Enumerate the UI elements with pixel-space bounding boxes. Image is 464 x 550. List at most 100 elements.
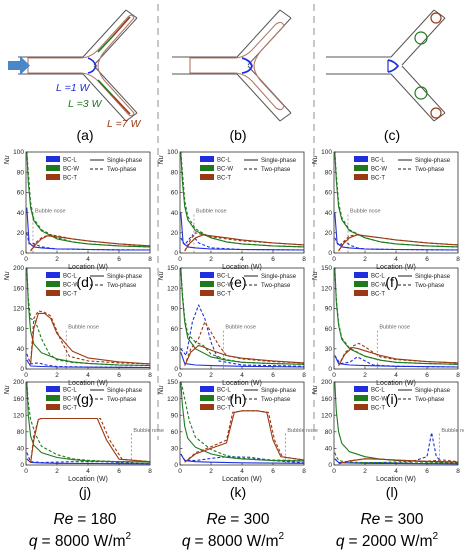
y-tick-label: 150 bbox=[167, 265, 178, 272]
series-bc-t-dashed bbox=[30, 417, 150, 463]
bubble-nose-label: Bubble nose bbox=[441, 428, 464, 434]
y-tick-label: 60 bbox=[171, 326, 179, 333]
x-axis-label: Location (W) bbox=[222, 264, 262, 271]
legend-label-bc-w: BC-W bbox=[371, 397, 387, 403]
legend-label-bc-l: BC-L bbox=[63, 274, 77, 280]
series-bc-t-dashed bbox=[184, 410, 304, 463]
x-tick-label: 6 bbox=[425, 256, 429, 263]
x-tick-label: 4 bbox=[394, 468, 398, 475]
lower-branch-wall-outer bbox=[82, 73, 127, 122]
series-bc-l-solid bbox=[334, 355, 458, 368]
x-tick-label: 2 bbox=[209, 256, 213, 263]
upper-branch-wall-outer bbox=[390, 9, 435, 58]
x-tick-label: 4 bbox=[86, 468, 90, 475]
bubble-nose-label: Bubble nose bbox=[196, 209, 227, 215]
series-bc-w-dashed bbox=[26, 152, 150, 248]
panel-label-l: (l) bbox=[386, 484, 398, 500]
x-tick-label: 4 bbox=[394, 372, 398, 379]
series-bc-t-solid bbox=[338, 346, 458, 366]
y-tick-label: 30 bbox=[171, 346, 179, 353]
series-bc-w-dashed bbox=[334, 452, 458, 464]
y-axis-label: Nu bbox=[158, 385, 165, 394]
y-axis-label: Nu bbox=[4, 271, 11, 280]
condition-re-a: Re = 180 bbox=[53, 511, 116, 528]
x-axis-label: Location (W) bbox=[68, 380, 108, 387]
y-tick-label: 60 bbox=[17, 190, 25, 197]
channel-geometry-a bbox=[8, 9, 138, 122]
panel-label-j: (j) bbox=[79, 484, 91, 500]
legend-swatch-bc-l bbox=[354, 386, 368, 392]
legend-swatch-bc-l bbox=[354, 272, 368, 278]
panel-label-b: (b) bbox=[229, 127, 246, 143]
legend-label-bc-l: BC-L bbox=[217, 388, 231, 394]
legend-label-bc-w: BC-W bbox=[217, 167, 233, 173]
y-tick-label: 40 bbox=[325, 210, 333, 217]
plot-area bbox=[334, 382, 458, 465]
legend-label-bc-l: BC-L bbox=[63, 158, 77, 164]
channel-geometry-c bbox=[326, 9, 446, 122]
legend-style-label: Two-phase bbox=[107, 397, 137, 403]
upper-branch-end bbox=[279, 9, 292, 19]
panel-label-g: (g) bbox=[76, 391, 93, 407]
legend-swatch-bc-w bbox=[46, 395, 60, 401]
y-tick-label: 160 bbox=[321, 396, 332, 403]
x-tick-label: 0 bbox=[178, 372, 182, 379]
x-axis-label: Location (W) bbox=[68, 264, 108, 271]
chart-l: Bubble nose 0 40 80 120 160 200 0 2 4 6 8 Location (… bbox=[312, 379, 464, 483]
legend-swatch-bc-t bbox=[46, 290, 60, 296]
y-tick-label: 80 bbox=[17, 326, 25, 333]
series-bc-w-dashed bbox=[26, 382, 150, 463]
y-tick-label: 0 bbox=[174, 250, 178, 257]
y-tick-label: 100 bbox=[167, 149, 178, 156]
x-tick-label: 0 bbox=[332, 256, 336, 263]
legend-label-bc-t: BC-T bbox=[63, 292, 77, 298]
bubble-nose-label: Bubble nose bbox=[287, 428, 318, 434]
y-tick-label: 80 bbox=[325, 429, 333, 436]
y-tick-label: 20 bbox=[171, 230, 179, 237]
legend-label-bc-t: BC-T bbox=[217, 176, 231, 182]
x-tick-label: 2 bbox=[55, 256, 59, 263]
legend-swatch-bc-t bbox=[200, 174, 214, 180]
legend-style-label: Two-phase bbox=[415, 283, 445, 289]
x-tick-label: 8 bbox=[148, 256, 152, 263]
x-tick-label: 2 bbox=[209, 372, 213, 379]
legend-label-bc-w: BC-W bbox=[63, 167, 79, 173]
x-tick-label: 8 bbox=[456, 256, 460, 263]
condition-q-a: q = 8000 W/m2 bbox=[29, 531, 132, 550]
series-bc-t-dashed bbox=[338, 234, 458, 252]
plot-area bbox=[180, 152, 304, 252]
legend-label-bc-t: BC-T bbox=[63, 406, 77, 412]
legend-style-label: Two-phase bbox=[261, 167, 291, 173]
y-tick-label: 120 bbox=[167, 396, 178, 403]
y-tick-label: 30 bbox=[171, 446, 179, 453]
y-tick-label: 60 bbox=[171, 429, 179, 436]
x-tick-label: 6 bbox=[117, 468, 121, 475]
y-axis-label: Nu bbox=[4, 385, 11, 394]
legend-swatch-bc-t bbox=[354, 174, 368, 180]
x-axis-label: Location (W) bbox=[222, 476, 262, 483]
legend-label-bc-t: BC-T bbox=[371, 292, 385, 298]
x-tick-label: 4 bbox=[240, 256, 244, 263]
lower-branch-end bbox=[279, 112, 292, 122]
x-tick-label: 6 bbox=[271, 468, 275, 475]
panel-label-f: (f) bbox=[385, 274, 398, 290]
y-tick-label: 0 bbox=[174, 366, 178, 373]
legend-label-bc-w: BC-W bbox=[217, 397, 233, 403]
bc-t-bubble bbox=[430, 12, 442, 24]
x-tick-label: 4 bbox=[240, 468, 244, 475]
bc-l-region bbox=[241, 57, 253, 74]
legend-swatch-bc-l bbox=[46, 156, 60, 162]
x-tick-label: 6 bbox=[425, 372, 429, 379]
series-bc-t-solid bbox=[30, 417, 150, 463]
y-tick-label: 150 bbox=[321, 265, 332, 272]
lower-branch-wall-inner bbox=[401, 65, 446, 114]
x-tick-label: 6 bbox=[425, 468, 429, 475]
legend-label-bc-l: BC-L bbox=[371, 388, 385, 394]
x-axis-label: Location (W) bbox=[222, 380, 262, 387]
bc-t-region bbox=[112, 16, 131, 115]
x-tick-label: 4 bbox=[240, 372, 244, 379]
series-bc-w-dashed bbox=[334, 152, 458, 248]
plot-area bbox=[26, 382, 150, 465]
condition-re-b: Re = 300 bbox=[206, 511, 269, 528]
